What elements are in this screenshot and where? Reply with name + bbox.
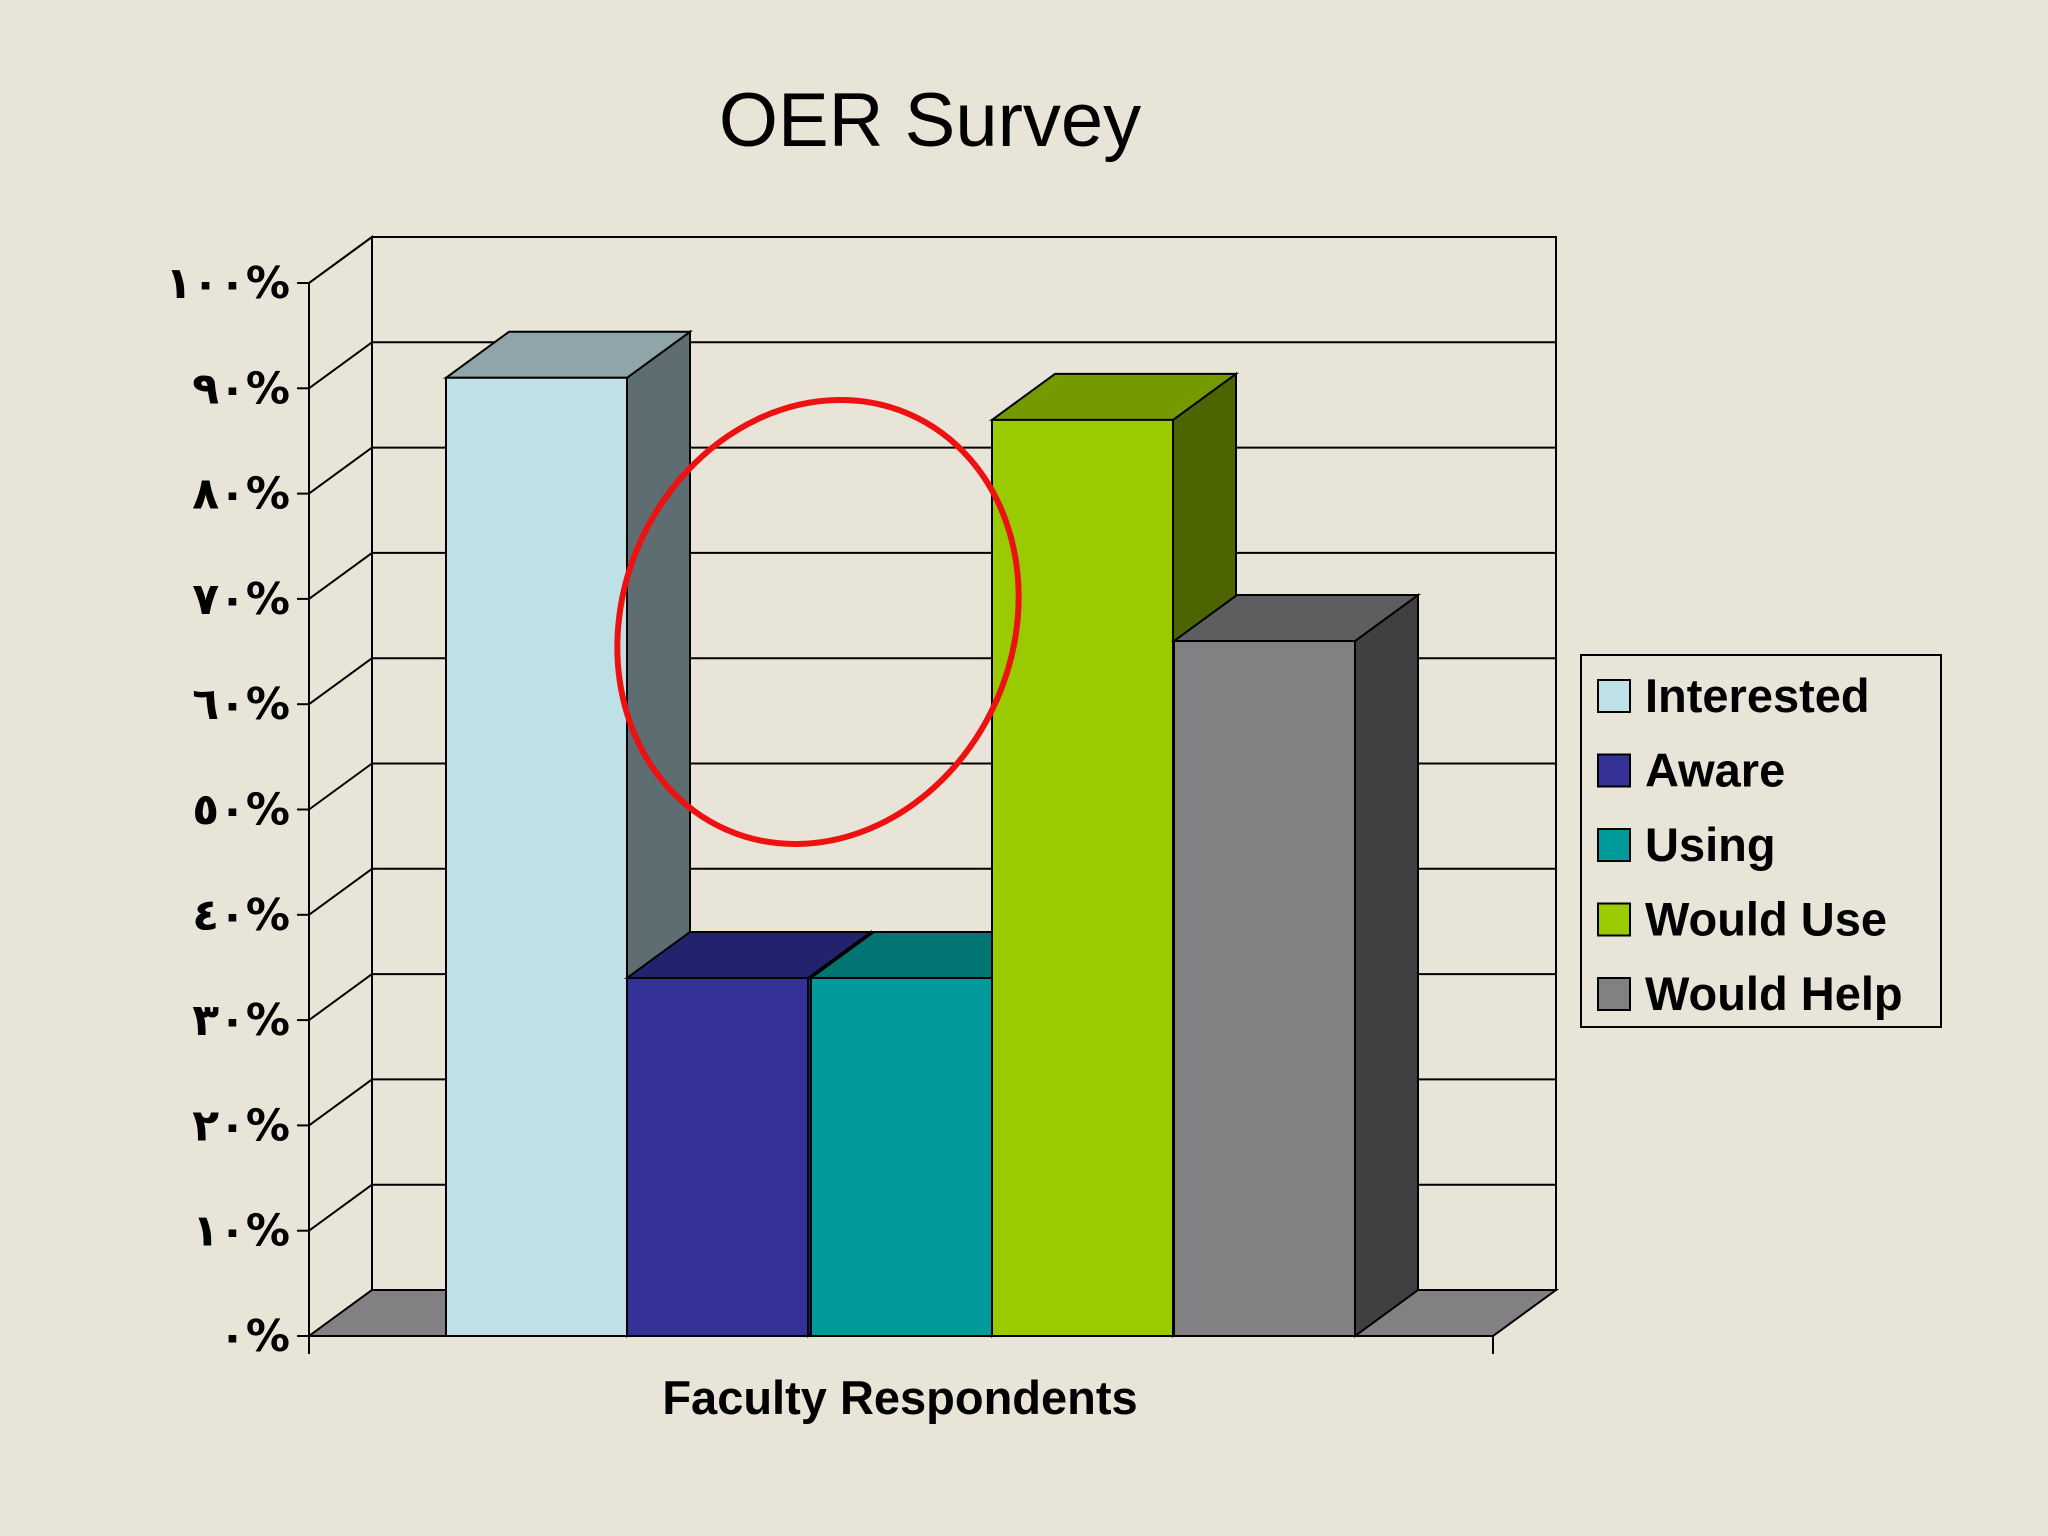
- y-tick-label: ٩٠%: [192, 363, 290, 414]
- side-gridline: [308, 341, 373, 390]
- y-tick-label: ٦٠%: [192, 679, 290, 730]
- legend-item: Would Help: [1597, 967, 1903, 1020]
- bar-front: [991, 418, 1174, 1337]
- legend-label: Interested: [1645, 669, 1870, 722]
- bar-front: [810, 976, 993, 1337]
- legend-swatch: [1597, 977, 1631, 1011]
- annotation-layer: [614, 396, 1022, 848]
- legend-swatch: [1597, 902, 1631, 937]
- chart-title: OER Survey: [719, 78, 1141, 163]
- legend-item: Aware: [1597, 744, 1785, 797]
- y-tick-label: ٨٠%: [192, 469, 290, 520]
- legend-item: Using: [1597, 818, 1776, 871]
- y-tick-label: ٤٠%: [192, 890, 290, 941]
- legend-swatch: [1597, 828, 1631, 862]
- side-gridline: [308, 552, 373, 600]
- legend-swatch: [1597, 753, 1631, 788]
- side-gridline: [308, 867, 373, 916]
- legend-item: Interested: [1597, 669, 1870, 722]
- bars: [442, 329, 1422, 1338]
- side-gridline: [308, 236, 373, 284]
- legend-label: Would Use: [1645, 893, 1887, 946]
- red-circle-annotation: [614, 396, 1022, 848]
- side-gridline: [308, 1078, 373, 1127]
- legend-box: [1580, 654, 1942, 1028]
- side-gridline: [308, 446, 373, 495]
- legend-label: Would Help: [1645, 967, 1903, 1020]
- legend-label: Using: [1645, 818, 1776, 871]
- side-gridline: [308, 657, 373, 706]
- y-tick-label: ٧٠%: [192, 574, 290, 625]
- bar-front: [626, 976, 809, 1337]
- y-tick-label: ٣٠%: [192, 995, 290, 1046]
- y-tick-label: ١٠٠%: [165, 258, 290, 309]
- legend: Interested Aware Using Would Use Would Help: [1580, 654, 1942, 1028]
- y-tick-label: ٥٠%: [192, 785, 290, 836]
- bar-would-help: [1170, 593, 1422, 1338]
- side-gridline: [308, 762, 373, 811]
- y-tick-label: ٢٠%: [192, 1100, 290, 1151]
- side-gridline: [308, 1183, 373, 1232]
- y-tick-label: ١٠%: [192, 1206, 290, 1257]
- bar-front: [445, 376, 628, 1337]
- y-axis-ticks: ٠% ١٠% ٢٠% ٣٠% ٤٠% ٥٠% ٦٠% ٧٠% ٨٠% ٩٠% ١٠٠%: [165, 258, 310, 1362]
- legend-item: Would Use: [1597, 893, 1887, 946]
- legend-swatch: [1597, 679, 1631, 713]
- bar-front: [1173, 640, 1356, 1337]
- side-gridline: [308, 973, 373, 1021]
- legend-label: Aware: [1645, 744, 1785, 797]
- y-tick-label: ٠%: [219, 1311, 290, 1362]
- x-axis-label: Faculty Respondents: [662, 1371, 1137, 1424]
- bar-side: [1354, 593, 1419, 1338]
